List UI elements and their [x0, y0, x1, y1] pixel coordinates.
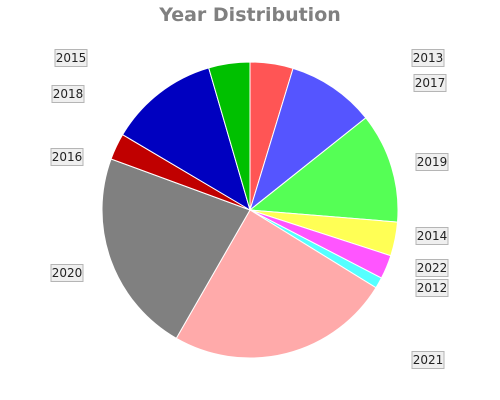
slice-label-2017: 2017 [413, 74, 447, 92]
slice-label-2019: 2019 [415, 153, 449, 171]
slice-label-2012: 2012 [415, 279, 449, 297]
pie-labels: 2013 2017 2019 2014 2022 2012 2021 2020 2016 2018… [50, 49, 449, 369]
slice-label-box [415, 227, 449, 245]
slice-label-box [415, 279, 449, 297]
slice-label-2022: 2022 [415, 259, 449, 277]
chart-title: Year Distribution [158, 4, 341, 26]
slice-label-text: 2021 [413, 353, 444, 367]
slice-label-2020: 2020 [50, 264, 84, 282]
pie-slice-2021 [175, 209, 377, 359]
slice-label-2016: 2016 [50, 148, 84, 166]
slice-label-box [411, 49, 445, 67]
slice-label-box [411, 351, 445, 369]
slice-label-2014: 2014 [415, 227, 449, 245]
slice-label-text: 2020 [52, 266, 83, 280]
slice-label-text: 2019 [417, 155, 448, 169]
slice-label-2018: 2018 [51, 85, 85, 103]
slice-label-text: 2012 [417, 281, 448, 295]
slice-label-text: 2016 [52, 150, 83, 164]
slice-label-text: 2018 [53, 87, 84, 101]
pie-slice-2015 [208, 61, 251, 211]
slice-label-box [415, 259, 449, 277]
slice-label-box [51, 85, 85, 103]
slice-label-2013: 2013 [411, 49, 445, 67]
slice-label-box [413, 74, 447, 92]
slice-label-box [50, 264, 84, 282]
slice-label-text: 2015 [56, 51, 87, 65]
slice-label-text: 2022 [417, 261, 448, 275]
slice-label-text: 2017 [415, 76, 446, 90]
pie-slice-2018 [121, 67, 251, 212]
pie-slice-2019 [248, 117, 399, 223]
slice-label-box [50, 148, 84, 166]
slice-label-text: 2014 [417, 229, 448, 243]
pie-slice-2020 [101, 158, 251, 340]
slice-label-text: 2013 [413, 51, 444, 65]
slice-label-box [54, 49, 88, 67]
pie-slices [101, 61, 399, 359]
slice-label-2015: 2015 [54, 49, 88, 67]
slice-label-box [415, 153, 449, 171]
slice-label-2021: 2021 [411, 351, 445, 369]
pie-slice-2017 [249, 67, 367, 212]
